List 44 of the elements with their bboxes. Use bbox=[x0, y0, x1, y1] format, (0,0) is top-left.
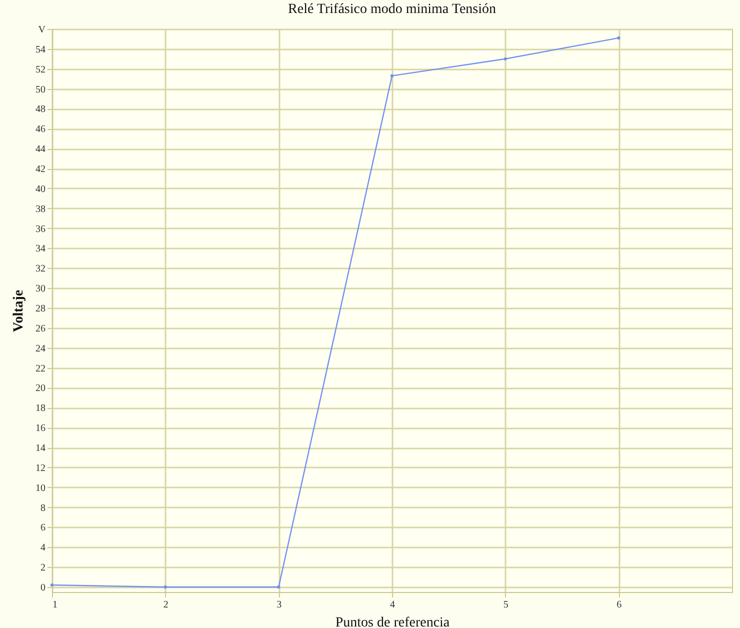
y-tick-label: 52 bbox=[36, 64, 46, 76]
y-tick-label: 34 bbox=[36, 244, 46, 255]
y-tick-label: 30 bbox=[36, 284, 46, 295]
y-tick-label: 8 bbox=[40, 502, 46, 514]
y-tick-label: 6 bbox=[40, 522, 46, 534]
x-tick-label: 4 bbox=[390, 600, 395, 610]
point bbox=[504, 57, 507, 60]
x-tick-label: 6 bbox=[616, 600, 622, 610]
y-tick-label: 26 bbox=[36, 323, 46, 334]
point bbox=[390, 74, 394, 78]
x-tick-label: 1 bbox=[52, 600, 58, 610]
y-tick-label: 50 bbox=[36, 84, 46, 96]
y-tick-label: 42 bbox=[36, 164, 46, 176]
point bbox=[277, 585, 280, 589]
y-tick-label: 18 bbox=[36, 403, 46, 414]
y-tick-label: 40 bbox=[36, 184, 46, 195]
point bbox=[617, 36, 620, 40]
y-tick-label: 48 bbox=[36, 104, 46, 116]
chart-title: Relé Trifásico modo minima Tensión bbox=[288, 2, 496, 17]
y-tick-label: 22 bbox=[36, 363, 46, 374]
y-tick-label: 32 bbox=[36, 264, 46, 275]
y-tick-label: 24 bbox=[36, 343, 46, 354]
y-tick-label: 20 bbox=[36, 383, 46, 394]
y-tick-label: 2 bbox=[40, 562, 46, 574]
y-tick-label: 12 bbox=[36, 462, 46, 474]
y-tick-label: 38 bbox=[36, 204, 46, 215]
y-tick-label: 10 bbox=[36, 482, 46, 494]
point bbox=[164, 585, 167, 589]
y-tick-label: 28 bbox=[36, 304, 46, 315]
y-tick-label: 0 bbox=[40, 582, 46, 594]
point bbox=[50, 583, 54, 587]
x-axis-title: Puntos de referencia bbox=[335, 616, 450, 628]
y-tick-label: 44 bbox=[36, 144, 46, 156]
x-tick-label: 5 bbox=[503, 600, 508, 610]
x-tick-label: 2 bbox=[163, 600, 168, 610]
y-tick-label: 46 bbox=[36, 124, 46, 136]
y-tick-label: V bbox=[38, 24, 46, 36]
y-tick-label: 4 bbox=[40, 542, 46, 554]
y-tick-label: 14 bbox=[36, 443, 46, 454]
y-tick-label: 16 bbox=[36, 423, 46, 434]
y-tick-label: 54 bbox=[36, 44, 46, 56]
x-tick-label: 3 bbox=[276, 600, 282, 610]
y-tick-label: 36 bbox=[36, 224, 46, 235]
y-axis-title: Voltaje bbox=[12, 290, 26, 332]
